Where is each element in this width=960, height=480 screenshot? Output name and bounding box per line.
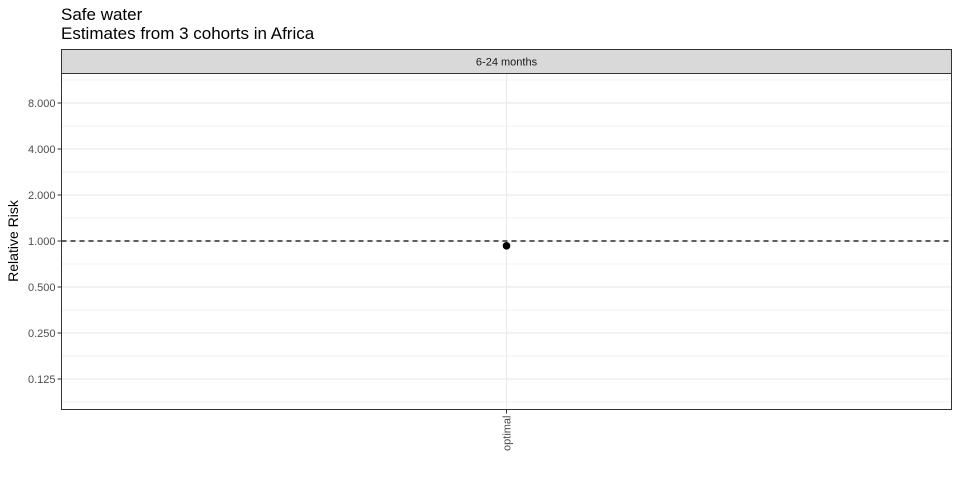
x-tick-label: optimal bbox=[502, 416, 514, 451]
y-tick-label: 0.250 bbox=[28, 328, 56, 340]
facet-strip bbox=[61, 49, 952, 74]
y-axis-title: Relative Risk bbox=[5, 199, 21, 282]
data-point bbox=[502, 242, 511, 250]
y-tick-label: 0.125 bbox=[28, 374, 56, 386]
y-tick-label: 8.000 bbox=[28, 98, 56, 110]
axis-layer: 0.125 0.250 0.500 1.000 2.000 4.000 8.000 optim… bbox=[28, 98, 514, 451]
y-tick-label: 0.500 bbox=[28, 282, 56, 294]
y-tick-label: 1.000 bbox=[28, 236, 56, 248]
y-tick-label: 2.000 bbox=[28, 190, 56, 202]
grid-layer bbox=[61, 73, 952, 410]
chart-subtitle: Estimates from 3 cohorts in Africa bbox=[61, 24, 315, 43]
data-layer bbox=[61, 240, 952, 250]
chart-title: Safe water bbox=[61, 5, 143, 24]
y-tick-label: 4.000 bbox=[28, 144, 56, 156]
facet-strip-label: 6-24 months bbox=[476, 57, 538, 69]
